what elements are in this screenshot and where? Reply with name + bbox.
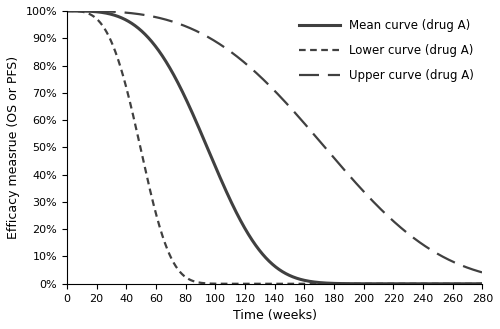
- Line: Mean curve (drug A): Mean curve (drug A): [67, 11, 482, 284]
- Lower curve (drug A): [266, 282, 272, 286]
- Y-axis label: Efficacy measrue (OS or PFS): Efficacy measrue (OS or PFS): [7, 56, 20, 239]
- Lower curve (drug A): [480, 282, 486, 286]
- Upper curve (drug A): [467, 267, 473, 271]
- X-axis label: Time (weeks): Time (weeks): [232, 309, 316, 322]
- Mean curve (drug A): [480, 282, 486, 286]
- Upper curve (drug A): [468, 267, 473, 271]
- Lower curve (drug A): [85, 12, 91, 15]
- Lower curve (drug A): [468, 282, 473, 286]
- Lower curve (drug A): [391, 282, 397, 286]
- Upper curve (drug A): [480, 270, 486, 274]
- Upper curve (drug A): [85, 9, 91, 13]
- Upper curve (drug A): [391, 220, 397, 224]
- Mean curve (drug A): [64, 9, 70, 13]
- Upper curve (drug A): [255, 72, 261, 76]
- Mean curve (drug A): [391, 282, 397, 286]
- Mean curve (drug A): [266, 259, 272, 263]
- Mean curve (drug A): [468, 282, 473, 286]
- Upper curve (drug A): [64, 9, 70, 13]
- Line: Lower curve (drug A): Lower curve (drug A): [67, 11, 482, 284]
- Legend: Mean curve (drug A), Lower curve (drug A), Upper curve (drug A): Mean curve (drug A), Lower curve (drug A…: [294, 14, 479, 87]
- Lower curve (drug A): [467, 282, 473, 286]
- Upper curve (drug A): [266, 83, 272, 87]
- Mean curve (drug A): [467, 282, 473, 286]
- Mean curve (drug A): [255, 246, 261, 250]
- Mean curve (drug A): [85, 9, 91, 13]
- Line: Upper curve (drug A): Upper curve (drug A): [67, 11, 482, 272]
- Lower curve (drug A): [255, 282, 261, 286]
- Lower curve (drug A): [64, 9, 70, 13]
